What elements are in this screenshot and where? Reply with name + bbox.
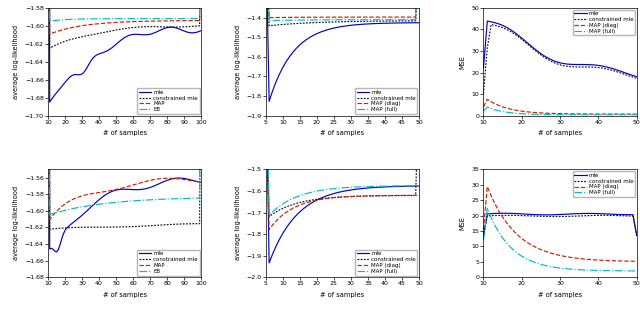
- Legend: mle, constrained mle, MAP (diag), MAP (full): mle, constrained mle, MAP (diag), MAP (f…: [355, 250, 417, 276]
- Y-axis label: average log-likelihood: average log-likelihood: [13, 186, 19, 261]
- Y-axis label: average log-likelihood: average log-likelihood: [235, 186, 241, 261]
- Legend: mle, constrained mle, MAP (diag), MAP (full): mle, constrained mle, MAP (diag), MAP (f…: [355, 88, 417, 114]
- X-axis label: # of samples: # of samples: [321, 130, 364, 136]
- Y-axis label: average log-likelihood: average log-likelihood: [13, 25, 19, 99]
- Legend: mle, constrained mle, MAP, EB: mle, constrained mle, MAP, EB: [137, 250, 200, 276]
- Legend: mle, constrained mle, MAP (diag), MAP (full): mle, constrained mle, MAP (diag), MAP (f…: [573, 9, 635, 35]
- Legend: mle, constrained mle, MAP, EB: mle, constrained mle, MAP, EB: [137, 88, 200, 114]
- X-axis label: # of samples: # of samples: [321, 292, 364, 298]
- X-axis label: # of samples: # of samples: [538, 292, 582, 298]
- Y-axis label: MSE: MSE: [460, 55, 466, 69]
- X-axis label: # of samples: # of samples: [102, 130, 147, 136]
- Legend: mle, constrained mle, MAP (diag), MAP (full): mle, constrained mle, MAP (diag), MAP (f…: [573, 171, 635, 197]
- Y-axis label: MSE: MSE: [460, 216, 466, 230]
- Y-axis label: average log-likelihood: average log-likelihood: [235, 25, 241, 99]
- X-axis label: # of samples: # of samples: [538, 130, 582, 136]
- X-axis label: # of samples: # of samples: [102, 292, 147, 298]
